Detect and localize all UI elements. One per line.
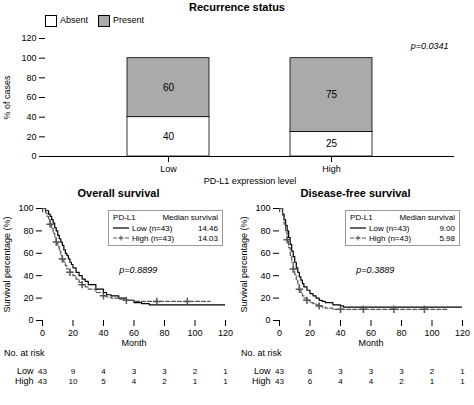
- html-text:Recurrence status: Recurrence status: [189, 1, 285, 13]
- svg-text:80: 80: [26, 73, 36, 83]
- html-text:PD-L1 Median survival: PD-L1 Median survival: [350, 213, 455, 222]
- html-text:9.00: 9.00: [439, 223, 455, 233]
- svg-text:100: 100: [255, 203, 270, 213]
- svg-text:Low: Low: [254, 366, 271, 376]
- svg-text:60: 60: [129, 328, 139, 338]
- svg-text:p=0.0341: p=0.0341: [410, 41, 449, 51]
- svg-text:20: 20: [68, 328, 78, 338]
- html-text:High (n=43): High (n=43): [369, 233, 412, 243]
- svg-text:0: 0: [28, 315, 33, 325]
- svg-text:6: 6: [308, 377, 313, 386]
- svg-text:p=0.3889: p=0.3889: [355, 265, 394, 275]
- svg-text:40: 40: [260, 271, 270, 281]
- svg-text:PD-L1 expression level: PD-L1 expression level: [204, 176, 297, 186]
- svg-text:2: 2: [399, 377, 404, 386]
- svg-text:20: 20: [26, 132, 36, 142]
- svg-text:Low: Low: [160, 164, 177, 174]
- svg-text:43: 43: [38, 377, 47, 386]
- svg-text:60: 60: [260, 248, 270, 258]
- svg-text:1: 1: [460, 377, 465, 386]
- svg-text:Low: Low: [17, 366, 34, 376]
- svg-text:120: 120: [21, 33, 36, 43]
- svg-text:Month: Month: [358, 338, 383, 348]
- html-text:Overall survival: Overall survival: [77, 187, 160, 199]
- svg-text:3: 3: [162, 367, 167, 376]
- svg-text:40: 40: [26, 112, 36, 122]
- svg-text:40: 40: [163, 131, 175, 142]
- svg-text:4: 4: [101, 367, 106, 376]
- svg-text:6: 6: [308, 367, 313, 376]
- html-text:PD-L1 Median survival: PD-L1 Median survival: [113, 213, 218, 222]
- svg-text:High: High: [322, 164, 341, 174]
- svg-text:43: 43: [275, 377, 284, 386]
- svg-text:120: 120: [218, 328, 233, 338]
- svg-text:2: 2: [162, 377, 167, 386]
- svg-text:1: 1: [223, 377, 228, 386]
- svg-text:40: 40: [23, 271, 33, 281]
- svg-text:20: 20: [23, 293, 33, 303]
- html-text:14.03: 14.03: [198, 233, 218, 243]
- svg-text:3: 3: [132, 367, 137, 376]
- html-text:Present: Present: [113, 15, 145, 26]
- svg-text:0: 0: [40, 328, 45, 338]
- svg-text:0: 0: [265, 315, 270, 325]
- svg-text:2: 2: [430, 367, 435, 376]
- svg-text:120: 120: [455, 328, 470, 338]
- svg-text:4: 4: [132, 377, 137, 386]
- svg-text:4: 4: [369, 377, 374, 386]
- html-text:No. at risk: No. at risk: [241, 348, 282, 358]
- svg-text:2: 2: [193, 367, 198, 376]
- svg-text:25: 25: [326, 138, 338, 149]
- svg-text:0: 0: [277, 328, 282, 338]
- svg-text:100: 100: [21, 53, 36, 63]
- svg-text:60: 60: [163, 82, 175, 93]
- svg-text:60: 60: [23, 248, 33, 258]
- svg-text:75: 75: [326, 89, 338, 100]
- svg-text:1: 1: [430, 377, 435, 386]
- svg-text:43: 43: [38, 367, 47, 376]
- html-text:Absent: Absent: [60, 15, 88, 26]
- svg-text:p=0.8899: p=0.8899: [118, 265, 157, 275]
- svg-text:100: 100: [424, 328, 439, 338]
- svg-text:1: 1: [460, 367, 465, 376]
- svg-text:40: 40: [98, 328, 108, 338]
- svg-text:1: 1: [193, 377, 198, 386]
- svg-text:Survival percentage (%): Survival percentage (%): [239, 216, 249, 312]
- svg-text:High: High: [15, 376, 34, 386]
- html-text:Low (n=43): Low (n=43): [132, 223, 173, 233]
- html-text:Low (n=43): Low (n=43): [369, 223, 410, 233]
- html-text:Disease-free survival: Disease-free survival: [300, 187, 411, 199]
- svg-text:High: High: [252, 376, 271, 386]
- svg-text:% of cases: % of cases: [2, 75, 12, 120]
- svg-text:80: 80: [23, 226, 33, 236]
- svg-text:20: 20: [305, 328, 315, 338]
- svg-text:43: 43: [275, 367, 284, 376]
- svg-text:60: 60: [366, 328, 376, 338]
- svg-text:80: 80: [159, 328, 169, 338]
- svg-text:9: 9: [71, 367, 76, 376]
- html-text:14.46: 14.46: [198, 223, 218, 233]
- svg-text:0: 0: [31, 151, 36, 161]
- svg-text:10: 10: [69, 377, 78, 386]
- svg-text:3: 3: [399, 367, 404, 376]
- svg-text:100: 100: [18, 203, 33, 213]
- svg-text:60: 60: [26, 92, 36, 102]
- svg-text:40: 40: [335, 328, 345, 338]
- html-text:High (n=43): High (n=43): [132, 233, 175, 243]
- html-text:No. at risk: No. at risk: [4, 348, 45, 358]
- svg-text:80: 80: [396, 328, 406, 338]
- svg-text:4: 4: [338, 377, 343, 386]
- svg-text:Month: Month: [121, 338, 146, 348]
- svg-text:20: 20: [260, 293, 270, 303]
- svg-text:100: 100: [187, 328, 202, 338]
- svg-text:80: 80: [260, 226, 270, 236]
- svg-text:3: 3: [369, 367, 374, 376]
- svg-text:5: 5: [101, 377, 106, 386]
- svg-text:Survival percentage (%): Survival percentage (%): [2, 216, 12, 312]
- html-text:5.98: 5.98: [439, 233, 455, 243]
- svg-text:3: 3: [338, 367, 343, 376]
- svg-text:1: 1: [223, 367, 228, 376]
